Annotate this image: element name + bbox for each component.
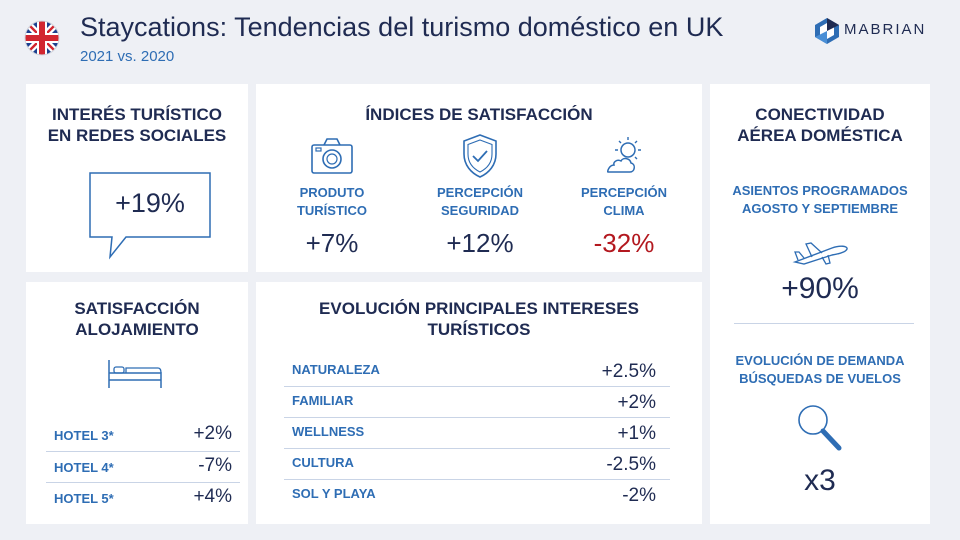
social-interest-title: INTERÉS TURÍSTICO EN REDES SOCIALES	[47, 105, 227, 145]
table-row: HOTEL 5* +4%	[54, 486, 232, 507]
satisfaction-safety: PERCEPCIÓN SEGURIDAD +12%	[410, 132, 550, 258]
interests-title: EVOLUCIÓN PRINCIPALES INTERESES TURÍSTIC…	[319, 299, 639, 339]
social-interest-card: INTERÉS TURÍSTICO EN REDES SOCIALES +19%	[26, 84, 248, 272]
page-title: Staycations: Tendencias del turismo domé…	[80, 12, 724, 42]
airplane-icon	[792, 242, 848, 265]
satisfaction-climate-value: -32%	[593, 228, 655, 258]
table-row: WELLNESS +1%	[292, 423, 656, 444]
row-divider	[284, 417, 670, 418]
accommodation-card: SATISFACCIÓN ALOJAMIENTO HOTEL 3* +2% HO…	[26, 282, 248, 524]
table-row: CULTURA -2.5%	[292, 454, 656, 475]
row-divider	[284, 386, 670, 387]
uk-flag-icon	[24, 20, 60, 56]
table-row: HOTEL 3* +2%	[54, 423, 232, 444]
magnifier-icon	[798, 405, 842, 451]
row-divider	[284, 479, 670, 480]
mabrian-logo-icon	[815, 18, 839, 44]
satisfaction-safety-label: PERCEPCIÓN SEGURIDAD	[437, 185, 523, 218]
speech-bubble-icon	[89, 172, 211, 260]
section-divider	[734, 323, 914, 324]
camera-icon	[311, 138, 353, 174]
accommodation-title: SATISFACCIÓN ALOJAMIENTO	[74, 299, 200, 339]
demand-value: x3	[804, 464, 836, 497]
bed-icon	[108, 360, 162, 388]
satisfaction-product-value: +7%	[305, 228, 359, 258]
row-divider	[284, 448, 670, 449]
shield-check-icon	[463, 134, 497, 178]
satisfaction-product: PRODUTO TURÍSTICO +7%	[262, 132, 402, 258]
mabrian-logo-text: MABRIAN	[844, 21, 927, 38]
table-row: SOL Y PLAYA -2%	[292, 485, 656, 506]
satisfaction-climate-label: PERCEPCIÓN CLIMA	[581, 185, 667, 218]
interests-card: EVOLUCIÓN PRINCIPALES INTERESES TURÍSTIC…	[256, 282, 702, 524]
satisfaction-title: ÍNDICES DE SATISFACCIÓN	[365, 105, 593, 124]
seats-value: +90%	[781, 272, 859, 305]
row-divider	[46, 451, 240, 452]
table-row: HOTEL 4* -7%	[54, 455, 232, 476]
page-subtitle: 2021 vs. 2020	[80, 48, 175, 65]
row-divider	[46, 482, 240, 483]
seats-label: ASIENTOS PROGRAMADOS AGOSTO Y SEPTIEMBRE	[732, 183, 908, 216]
satisfaction-climate: PERCEPCIÓN CLIMA -32%	[554, 132, 694, 258]
demand-label: EVOLUCIÓN DE DEMANDA BÚSQUEDAS DE VUELOS	[735, 353, 905, 386]
table-row: FAMILIAR +2%	[292, 392, 656, 413]
connectivity-title: CONECTIVIDAD AÉREA DOMÉSTICA	[737, 105, 903, 145]
satisfaction-product-label: PRODUTO TURÍSTICO	[296, 185, 368, 218]
sun-cloud-icon	[607, 137, 641, 173]
social-interest-value: +19%	[115, 188, 185, 218]
table-row: NATURALEZA +2.5%	[292, 361, 656, 382]
satisfaction-safety-value: +12%	[446, 228, 514, 258]
satisfaction-card: ÍNDICES DE SATISFACCIÓN PRODUTO TURÍSTIC…	[256, 84, 702, 272]
connectivity-card: CONECTIVIDAD AÉREA DOMÉSTICA ASIENTOS PR…	[710, 84, 930, 524]
